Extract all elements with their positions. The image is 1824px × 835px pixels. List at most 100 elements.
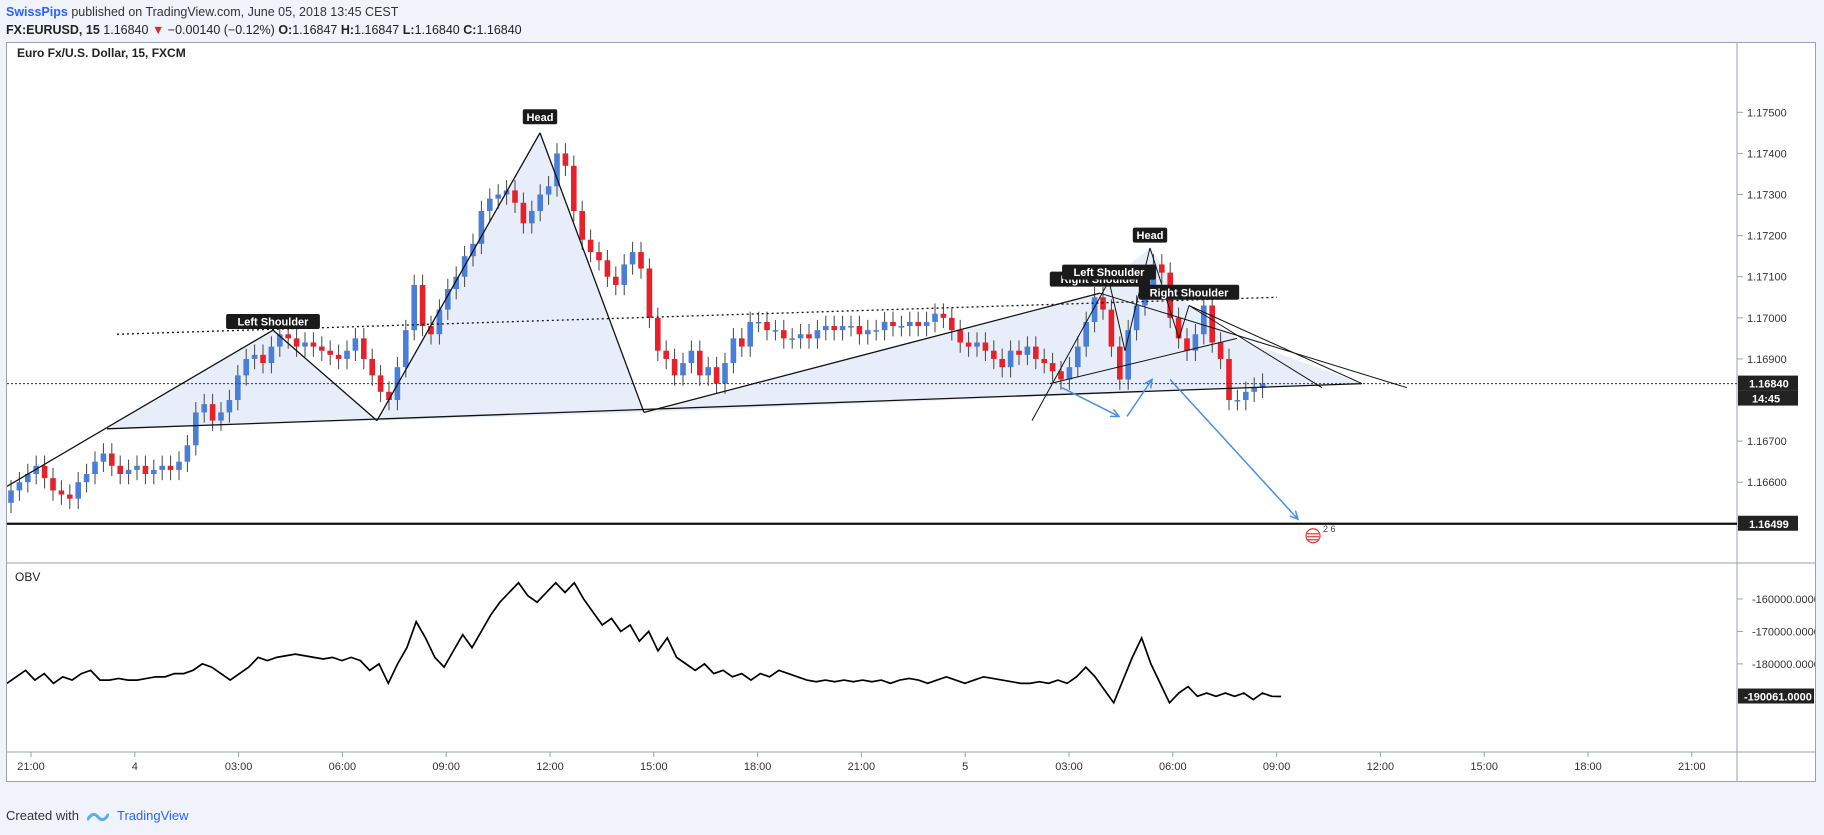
pattern-label-bg	[1132, 227, 1168, 243]
obv-current-tag	[1738, 688, 1814, 704]
candle-body	[705, 367, 711, 376]
candle-body	[915, 321, 921, 327]
candle-body	[83, 474, 90, 483]
projection-arrow-1	[1061, 387, 1120, 418]
candlestick-series[interactable]	[8, 143, 1266, 514]
candle-body	[1217, 342, 1224, 359]
pattern-label-bg	[226, 313, 320, 329]
low-label: L:	[402, 23, 415, 37]
candle-body	[949, 317, 955, 331]
high-label: H:	[340, 23, 355, 37]
current-price-label: 1.16840	[1749, 379, 1789, 391]
candle-body	[806, 334, 812, 339]
small-converge-line	[1188, 305, 1363, 385]
candle-body	[680, 363, 686, 376]
candle-body	[487, 198, 493, 211]
quote-line: FX:EURUSD, 15 1.16840 ▼ −0.00140 (−0.12%…	[6, 21, 522, 39]
candle-body	[100, 453, 107, 462]
candle-body	[856, 326, 863, 335]
event-badge-count: 2 6	[1323, 524, 1336, 534]
candle-body	[352, 338, 359, 351]
low-value: 1.16840	[414, 23, 460, 37]
flag-stripes	[1307, 533, 1319, 541]
projection-arrow-2	[1126, 379, 1153, 417]
candle-body	[907, 321, 913, 327]
created-with-text: Created with	[6, 808, 79, 823]
close-label: C:	[463, 23, 477, 37]
candle-body	[277, 334, 283, 347]
tradingview-logo-icon	[86, 812, 109, 821]
candle-body	[1016, 350, 1022, 355]
candle-body	[940, 313, 947, 318]
candle-body	[1209, 305, 1215, 343]
tradingview-link[interactable]: TradingView	[116, 808, 189, 823]
candle-body	[193, 412, 199, 446]
candle-body	[671, 358, 678, 376]
candle-body	[226, 400, 233, 413]
candle-body	[1159, 264, 1165, 273]
close-value: 1.16840	[476, 23, 522, 37]
projection-arrow-3-head	[1289, 510, 1300, 521]
obv-line	[6, 581, 1282, 705]
candle-body	[369, 358, 375, 376]
candle-body	[411, 284, 417, 331]
countdown-tag	[1738, 390, 1798, 406]
trend-line-rise	[6, 329, 274, 487]
price-axis[interactable]: 1.17500 1.17400 1.17300 1.17200 1.17100 1.170…	[1737, 107, 1798, 531]
candle-body	[142, 465, 149, 475]
price-pane[interactable]	[7, 43, 1737, 563]
time-axis[interactable]: 21:00 4 03:00 06:00 09:00 12:00 15:00 18:00 21:0…	[17, 752, 1706, 773]
candle-body	[747, 321, 753, 347]
pattern-label-bg	[522, 109, 558, 125]
head-right-leg	[539, 132, 645, 413]
pattern-label-bg	[1062, 264, 1156, 280]
candle-body	[890, 321, 896, 327]
countdown-label: 14:45	[1752, 394, 1780, 406]
candle-body	[16, 482, 23, 491]
head-left-leg	[376, 132, 541, 421]
price-tick-label: 1.17500	[1747, 107, 1787, 119]
chart-frame[interactable]: Euro Fx/U.S. Dollar, 15, FXCM OBV Left S…	[6, 42, 1820, 782]
chart-canvas[interactable]: Euro Fx/U.S. Dollar, 15, FXCM OBV Left S…	[6, 43, 1820, 781]
candle-body	[848, 326, 854, 328]
candle-body	[722, 363, 728, 384]
small-top-line	[1099, 292, 1408, 389]
candle-body	[1192, 334, 1199, 351]
candle-body	[218, 412, 224, 421]
candle-body	[562, 153, 569, 166]
pattern-label: Head	[1137, 230, 1164, 242]
candle-body	[235, 375, 241, 401]
time-tick-label: 09:00	[432, 761, 460, 773]
time-tick-label: 18:00	[744, 761, 772, 773]
candle-body	[991, 350, 997, 359]
candle-body	[1108, 309, 1115, 347]
candle-body	[268, 346, 275, 364]
obv-series[interactable]	[6, 581, 1282, 705]
obv-axis[interactable]: -160000.0000 -170000.0000 -180000.0000 -190…	[1737, 594, 1820, 704]
candle-body	[932, 313, 938, 322]
projection-arrow-1-head	[1109, 408, 1121, 418]
candle-body	[319, 346, 325, 351]
author-name[interactable]: SwissPips	[6, 5, 68, 19]
candle-body	[495, 194, 501, 199]
pattern-fill-head	[377, 132, 644, 421]
pattern-label: Left Shoulder	[1074, 267, 1146, 279]
small-right-down	[1188, 305, 1323, 389]
candle-body	[1125, 330, 1131, 380]
candle-body	[293, 338, 300, 347]
trendline-drawings[interactable]: Left Shoulder Head Right Shoulder Left Shou…	[6, 109, 1737, 544]
candle-body	[823, 326, 829, 331]
small-right-up	[1178, 305, 1190, 339]
candle-body	[1117, 346, 1123, 380]
time-tick-label: 06:00	[329, 761, 357, 773]
candle-body	[781, 330, 787, 339]
candle-body	[134, 465, 140, 470]
candle-body	[520, 202, 527, 224]
candle-body	[772, 330, 779, 332]
open-value: 1.16847	[292, 23, 338, 37]
candle-body	[814, 330, 821, 339]
price-tick-label: 1.16600	[1747, 477, 1787, 489]
candle-body	[537, 194, 543, 211]
last-price: 1.16840	[103, 23, 149, 37]
candle-body	[1184, 338, 1190, 351]
